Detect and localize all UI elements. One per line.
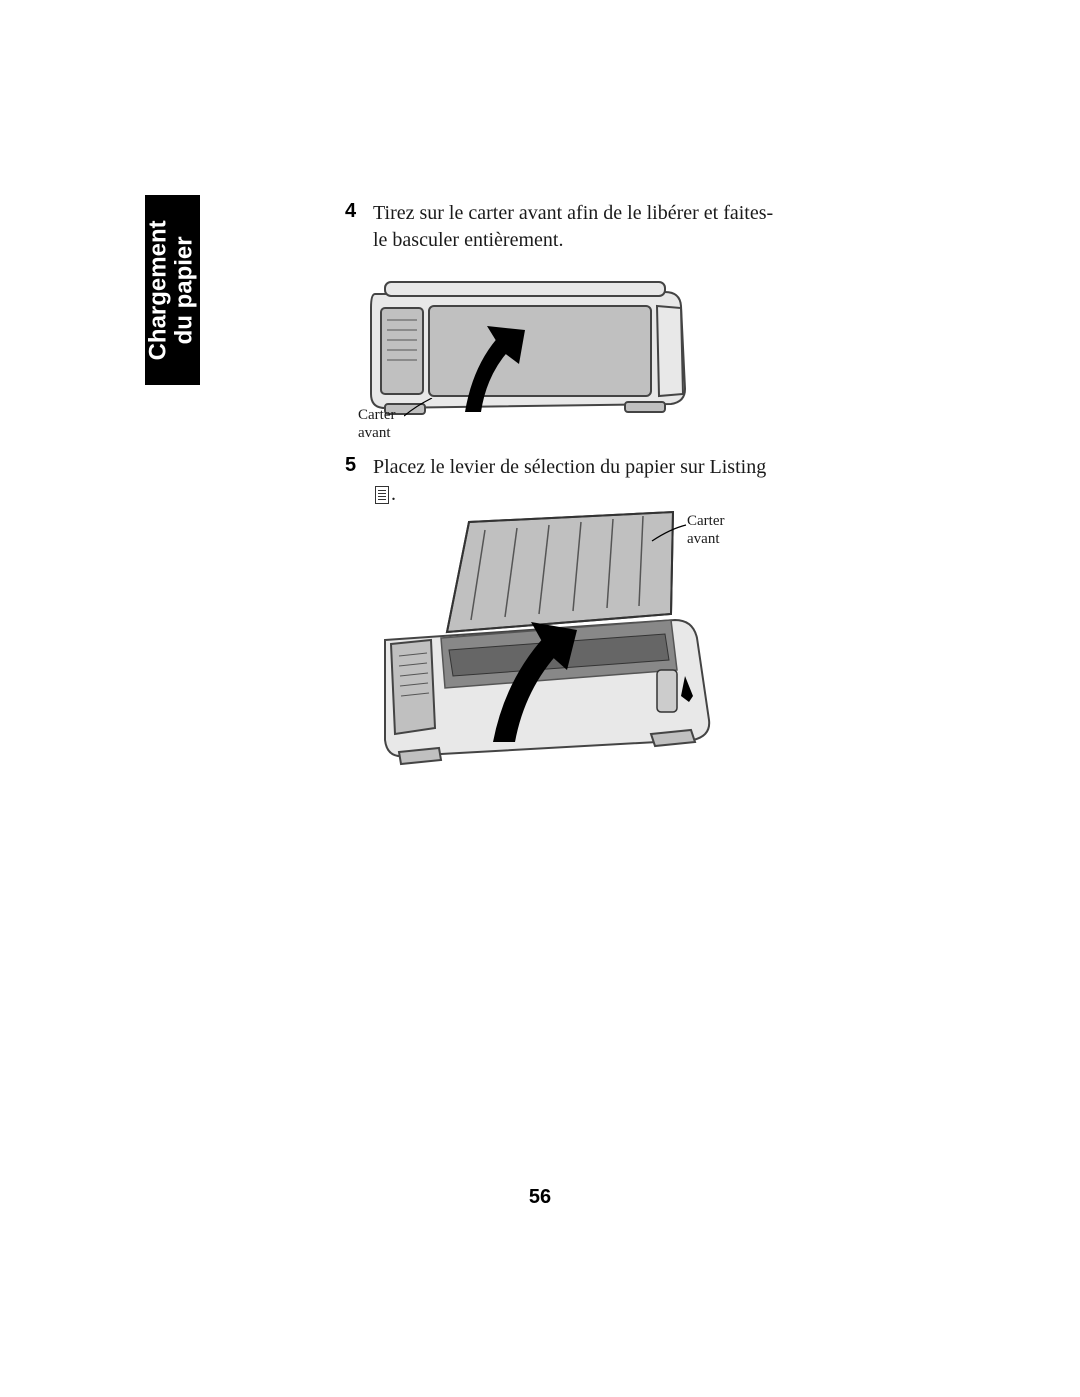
section-tab-line1: Chargement bbox=[145, 220, 172, 360]
label-carter-avant-1: Carter avant bbox=[358, 406, 395, 442]
label2-line2: avant bbox=[687, 531, 719, 547]
printer-open-svg bbox=[375, 510, 735, 770]
document-page: Chargement du papier 4 Tirez sur le cart… bbox=[0, 0, 1080, 1397]
step-item: 5 Placez le levier de sélection du papie… bbox=[345, 454, 775, 508]
listing-icon bbox=[375, 486, 389, 504]
step-4-block: 4 Tirez sur le carter avant afin de le l… bbox=[345, 200, 775, 266]
section-tab-label: Chargement du papier bbox=[146, 220, 199, 360]
figure-printer-open bbox=[375, 510, 735, 770]
section-tab-line2: du papier bbox=[172, 236, 199, 344]
step-text: Placez le levier de sélection du papier … bbox=[373, 454, 775, 508]
page-number: 56 bbox=[0, 1186, 1080, 1209]
label2-line1: Carter bbox=[687, 513, 724, 529]
label1-line2: avant bbox=[358, 425, 390, 441]
step5-suffix: . bbox=[391, 483, 396, 505]
step5-prefix: Placez le levier de sélection du papier … bbox=[373, 456, 766, 478]
step-number: 5 bbox=[345, 454, 359, 508]
label1-line1: Carter bbox=[358, 407, 395, 423]
step-text: Tirez sur le carter avant afin de le lib… bbox=[373, 200, 775, 254]
label2-leader-line bbox=[650, 523, 690, 548]
label-carter-avant-2: Carter avant bbox=[687, 512, 724, 548]
label1-leader-line bbox=[404, 398, 454, 428]
step-number: 4 bbox=[345, 200, 359, 254]
step-item: 4 Tirez sur le carter avant afin de le l… bbox=[345, 200, 775, 254]
section-tab: Chargement du papier bbox=[145, 195, 200, 385]
